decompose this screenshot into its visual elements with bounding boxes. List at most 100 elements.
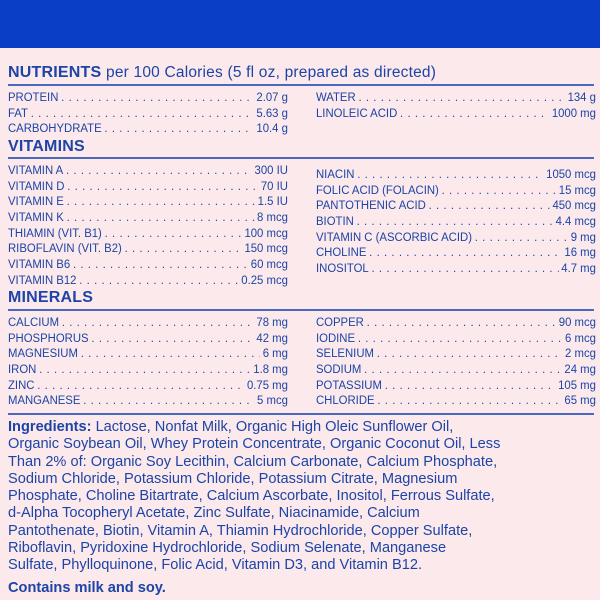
nutrient-value: 0.25 mcg: [241, 272, 288, 287]
dot-leader: [369, 245, 561, 259]
nutrient-label: CHLORIDE: [316, 393, 375, 408]
nutrient-row: SODIUM 24 mg: [316, 362, 596, 378]
divider: [8, 157, 594, 159]
nutrients-left: PROTEIN 2.07 g FAT 5.63 g CARBOHYDRATE 10.4 g: [8, 90, 288, 137]
nutrient-value: 0.75 mg: [246, 377, 288, 392]
nutrient-value: 4.7 mg: [561, 261, 596, 276]
nutrient-label: VITAMIN E: [8, 194, 64, 209]
dot-leader: [105, 226, 242, 240]
nutrient-row: IODINE 6 mcg: [316, 331, 596, 347]
dot-leader: [61, 90, 253, 104]
nutrient-value: 300 IU: [254, 163, 288, 177]
nutrient-row: SELENIUM 2 mcg: [316, 346, 596, 362]
nutrient-value: 16 mg: [564, 245, 596, 260]
ingredients-line: d-Alpha Tocopheryl Acetate, Zinc Sulfate…: [8, 505, 420, 522]
nutrient-row: PROTEIN 2.07 g: [8, 90, 288, 106]
nutrient-label: SODIUM: [316, 362, 362, 377]
vitamins-right: NIACIN 1050 mcg FOLIC ACID (FOLACIN) 15 mcg…: [316, 167, 596, 277]
ingredients-line: Than 2% of: Organic Soy Lecithin, Calciu…: [8, 453, 498, 470]
nutrient-label: VITAMIN C (ASCORBIC ACID): [316, 229, 472, 244]
dot-leader: [400, 106, 549, 120]
nutrient-label: CARBOHYDRATE: [8, 121, 102, 136]
dot-leader: [31, 106, 254, 120]
nutrient-value: 1.5 IU: [257, 194, 288, 209]
minerals-right: COPPER90 mcgIODINE6 mcgSELENIUM2 mcgSODI…: [316, 315, 596, 409]
dot-leader: [91, 331, 253, 345]
nutrient-label: BIOTIN: [316, 214, 354, 229]
nutrients-heading: NUTRIENTS per 100 Calories (5 fl oz, pre…: [8, 64, 436, 82]
dot-leader: [81, 346, 260, 360]
dot-leader: [385, 378, 556, 392]
dot-leader: [62, 315, 254, 329]
nutrient-label: COPPER: [316, 315, 364, 329]
nutrient-label: LINOLEIC ACID: [316, 105, 398, 120]
nutrient-row: VITAMIN C (ASCORBIC ACID) 9 mg: [316, 230, 596, 246]
nutrients-title: NUTRIENTS: [8, 64, 102, 81]
nutrient-label: PROTEIN: [8, 90, 59, 104]
vitamins-left: VITAMIN A 300 IU VITAMIN D 70 IU VITAMIN E 1.…: [8, 163, 288, 289]
dot-leader: [429, 198, 550, 212]
nutrient-row: LINOLEIC ACID 1000 mg: [316, 106, 596, 122]
nutrient-row: RIBOFLAVIN (VIT. B2) 150 mcg: [8, 241, 288, 257]
nutrient-value: 70 IU: [260, 178, 288, 193]
ingredients-line: Sodium Chloride, Potassium Chloride, Pot…: [8, 470, 458, 487]
nutrient-label: VITAMIN B12: [8, 272, 77, 287]
nutrient-label: THIAMIN (VIT. B1): [8, 225, 102, 240]
nutrient-label: INOSITOL: [316, 261, 369, 276]
ingredients-line: Ingredients: Lactose, Nonfat Milk, Organ…: [8, 419, 454, 435]
dot-leader: [358, 90, 564, 104]
divider: [8, 84, 594, 86]
dot-leader: [37, 378, 244, 392]
nutrient-row: CHLORIDE 65 mg: [316, 393, 596, 409]
nutrients-subtitle: per 100 Calories (5 fl oz, prepared as d…: [106, 64, 437, 81]
nutrient-row: FOLIC ACID (FOLACIN) 15 mcg: [316, 183, 596, 199]
minerals-heading: MINERALS: [8, 289, 94, 306]
nutrient-value: 2 mcg: [565, 346, 596, 361]
nutrient-label: SELENIUM: [316, 346, 374, 361]
dot-leader: [367, 315, 556, 329]
nutrient-row: WATER 134 g: [316, 90, 596, 106]
dot-leader: [475, 230, 568, 244]
vitamins-heading: VITAMINS: [8, 138, 85, 155]
dot-leader: [79, 273, 238, 287]
nutrient-row: VITAMIN D 70 IU: [8, 179, 288, 195]
nutrient-label: VITAMIN A: [8, 163, 64, 177]
nutrient-row: BIOTIN 4.4 mcg: [316, 214, 596, 230]
dot-leader: [66, 163, 252, 177]
nutrient-value: 10.4 g: [256, 121, 288, 136]
nutrient-label: IRON: [8, 362, 37, 377]
nutrient-row: INOSITOL 4.7 mg: [316, 261, 596, 277]
nutrient-row: NIACIN 1050 mcg: [316, 167, 596, 183]
nutrient-value: 4.4 mcg: [555, 214, 596, 229]
dot-leader: [442, 183, 556, 197]
nutrient-label: PANTOTHENIC ACID: [316, 198, 426, 213]
nutrient-row: CHOLINE 16 mg: [316, 245, 596, 261]
top-blue-band: [0, 0, 600, 48]
nutrient-row: VITAMIN B6 60 mcg: [8, 257, 288, 273]
dot-leader: [104, 121, 253, 135]
nutrient-row: POTASSIUM 105 mg: [316, 378, 596, 394]
nutrient-value: 60 mcg: [250, 257, 288, 272]
nutrient-label: MAGNESIUM: [8, 346, 78, 361]
dot-leader: [67, 179, 258, 193]
nutrient-value: 8 mcg: [257, 210, 288, 225]
ingredients-label: Ingredients:: [8, 419, 92, 435]
nutrient-value: 42 mg: [256, 330, 288, 345]
nutrient-row: VITAMIN E 1.5 IU: [8, 194, 288, 210]
nutrient-value: 90 mcg: [558, 315, 596, 329]
nutrient-label: WATER: [316, 90, 356, 104]
nutrient-label: CALCIUM: [8, 315, 60, 329]
dot-leader: [371, 261, 558, 275]
nutrient-row: THIAMIN (VIT. B1) 100 mcg: [8, 226, 288, 242]
allergen-statement: Contains milk and soy.: [8, 580, 166, 596]
nutrient-row: CARBOHYDRATE 10.4 g: [8, 121, 288, 137]
nutrient-row: PHOSPHORUS 42 mg: [8, 331, 288, 347]
dot-leader: [357, 167, 543, 181]
nutrient-row: MAGNESIUM 6 mg: [8, 346, 288, 362]
nutrient-label: ZINC: [8, 377, 35, 392]
nutrient-label: FOLIC ACID (FOLACIN): [316, 182, 439, 197]
dot-leader: [377, 393, 561, 407]
nutrient-value: 9 mg: [570, 229, 596, 244]
nutrient-row: VITAMIN K 8 mcg: [8, 210, 288, 226]
dot-leader: [83, 393, 254, 407]
